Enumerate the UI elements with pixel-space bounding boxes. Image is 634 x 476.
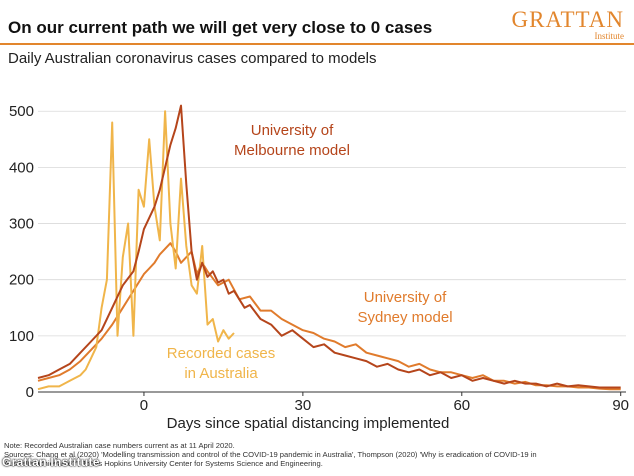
chart-title: On our current path we will get very clo… bbox=[8, 18, 433, 37]
series-line-melbourne-model bbox=[37, 104, 621, 389]
y-tick-label: 100 bbox=[9, 328, 34, 345]
grattan-logo: GRATTAN Institute bbox=[511, 7, 625, 42]
x-tick-label: 0 bbox=[140, 397, 148, 414]
series-label-recorded-cases: in Australia bbox=[184, 365, 258, 382]
logo-subtitle: Institute bbox=[594, 31, 625, 41]
chart-series bbox=[37, 104, 621, 391]
x-tick-label: 30 bbox=[295, 397, 312, 414]
series-label-melbourne-model: University of bbox=[251, 122, 334, 139]
y-tick-label: 300 bbox=[9, 216, 34, 233]
y-axis-ticks: 0 100 200 300 400 500 bbox=[9, 103, 34, 401]
series-line-sydney-model bbox=[37, 242, 621, 391]
series-line-recorded-cases bbox=[37, 110, 235, 391]
x-tick-label: 60 bbox=[453, 397, 470, 414]
y-tick-label: 0 bbox=[26, 384, 34, 401]
sources-line-2: Australia achievable?', Johns Hopkins Un… bbox=[4, 459, 323, 468]
chart-subtitle: Daily Australian coronavirus cases compa… bbox=[8, 50, 377, 67]
logo-wordmark: GRATTAN bbox=[511, 7, 624, 32]
series-label-recorded-cases: Recorded cases bbox=[167, 345, 275, 362]
series-label-sydney-model: University of bbox=[364, 289, 447, 306]
series-label-sydney-model: Sydney model bbox=[357, 309, 452, 326]
y-tick-label: 500 bbox=[9, 103, 34, 120]
title-divider bbox=[0, 43, 634, 45]
source-watermark: Grattan Institute bbox=[2, 455, 100, 469]
series-label-melbourne-model: Melbourne model bbox=[234, 142, 350, 159]
sources-line-1: Sources: Chang et al (2020) 'Modelling t… bbox=[4, 450, 537, 459]
y-tick-label: 400 bbox=[9, 159, 34, 176]
y-tick-label: 200 bbox=[9, 272, 34, 289]
x-axis-label: Days since spatial distancing implemente… bbox=[167, 415, 450, 432]
series-labels: University of Melbourne model University o… bbox=[167, 122, 453, 382]
x-tick-label: 90 bbox=[612, 397, 629, 414]
chart-gridlines bbox=[38, 110, 626, 393]
x-axis-ticks: 0 30 60 90 bbox=[140, 392, 629, 414]
footnote: Note: Recorded Australian case numbers c… bbox=[4, 441, 235, 450]
